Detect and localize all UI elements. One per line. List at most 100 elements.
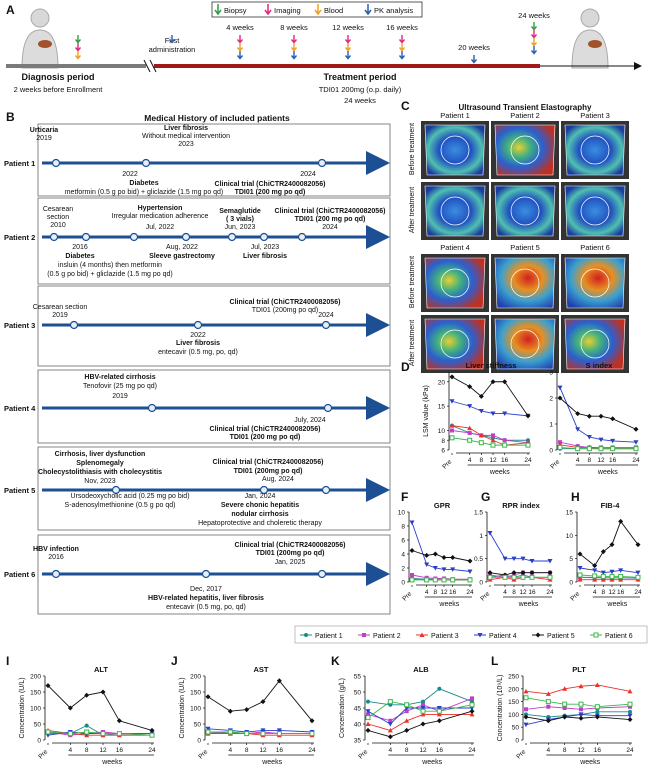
data-point xyxy=(409,577,415,583)
elastography-image xyxy=(561,315,629,373)
x-tick-label: 4 xyxy=(69,747,73,754)
data-point xyxy=(420,708,426,714)
week-markers xyxy=(344,35,352,60)
data-point xyxy=(557,444,563,450)
data-point xyxy=(546,704,551,709)
y-tick-label: 1.5 xyxy=(474,510,483,517)
elastography-image xyxy=(421,182,489,240)
data-point xyxy=(304,633,308,637)
y-tick-label: 15 xyxy=(438,404,446,411)
data-point xyxy=(598,437,604,443)
legend-entry: Patient 2 xyxy=(373,633,401,640)
data-point xyxy=(100,731,106,737)
data-point xyxy=(470,696,474,701)
timepoint-arrow-icon xyxy=(530,30,538,39)
treatment-title: Treatment period xyxy=(323,72,396,82)
history-text: Jul, 2023 xyxy=(251,244,280,251)
roi-circle xyxy=(580,135,610,165)
history-text: 2019 xyxy=(36,135,52,142)
x-tick-label: Pre xyxy=(37,748,49,760)
data-point xyxy=(432,577,438,583)
event-dot xyxy=(51,569,61,579)
data-point xyxy=(420,706,426,711)
data-point xyxy=(594,704,600,710)
history-text: Clinical trial (ChiCTR2400082056) xyxy=(230,299,341,306)
timepoint-arrow-icon xyxy=(168,35,176,44)
history-text: 2023 xyxy=(178,141,194,148)
data-point xyxy=(529,574,535,580)
data-point xyxy=(579,707,583,712)
data-point xyxy=(309,731,315,737)
x-tick-label: 12 xyxy=(259,747,267,754)
elastography-map xyxy=(494,318,556,370)
x-tick-label: 16 xyxy=(617,589,625,596)
panelC-title: Ultrasound Transient Elastography xyxy=(459,103,592,112)
y-tick-label: 100 xyxy=(508,712,519,719)
event-dot xyxy=(317,158,327,168)
data-point xyxy=(420,721,426,727)
data-point xyxy=(592,573,598,579)
data-point xyxy=(67,705,73,711)
series-line-patient-6 xyxy=(525,697,631,708)
data-point xyxy=(276,678,282,684)
history-text: S-adenosylmethionine (0.5 g po qd) xyxy=(65,502,176,509)
patient-label: Patient 3 xyxy=(4,321,35,330)
data-point xyxy=(610,416,616,422)
history-text: Nov, 2023 xyxy=(84,478,115,485)
data-point xyxy=(490,379,496,385)
history-text: 2024 xyxy=(322,224,338,231)
legend-entry: Patient 5 xyxy=(547,633,575,640)
x-tick-label: Pre xyxy=(569,590,581,602)
data-point xyxy=(609,573,615,579)
data-point xyxy=(362,633,366,637)
data-point xyxy=(529,570,535,576)
data-point xyxy=(276,731,282,737)
data-point xyxy=(545,691,551,696)
data-point xyxy=(577,566,583,571)
data-point xyxy=(467,430,472,435)
chart-K: 35 40 45 50 55 Pre 4 8 12 16 24 weeks ALB Concentrati… xyxy=(339,665,476,766)
history-text: Liver fibrosis xyxy=(176,340,220,347)
history-text: Diabetes xyxy=(65,253,94,260)
data-point xyxy=(578,701,584,707)
x-axis-label: weeks xyxy=(606,601,627,608)
history-text: July, 2024 xyxy=(294,417,325,424)
data-point xyxy=(441,567,447,572)
data-point xyxy=(227,708,233,714)
elasto-patient-label: Patient 1 xyxy=(440,111,470,120)
week-markers xyxy=(530,22,538,55)
data-point xyxy=(388,718,393,723)
history-text: Clinical trial (ChiCTR2400082056) xyxy=(275,208,386,215)
data-point xyxy=(467,404,473,409)
data-point xyxy=(478,440,484,446)
data-point xyxy=(404,718,410,723)
chart-title: ALB xyxy=(413,665,429,674)
data-point xyxy=(525,413,531,419)
timepoint-arrow-icon xyxy=(530,38,538,47)
data-point xyxy=(478,409,484,414)
data-point xyxy=(387,727,393,733)
data-point xyxy=(609,542,615,548)
data-point xyxy=(633,426,639,432)
x-tick-label: 12 xyxy=(597,457,605,464)
event-dot xyxy=(317,569,327,579)
series-line-patient-4 xyxy=(207,728,313,733)
event-dot xyxy=(111,485,121,495)
data-point xyxy=(618,518,624,524)
x-tick-label: Pre xyxy=(549,458,561,470)
legend-label: Imaging xyxy=(274,6,301,15)
data-point xyxy=(309,718,315,724)
data-point xyxy=(84,729,90,735)
y-tick-label: 100 xyxy=(30,706,41,713)
y-tick-label: 0 xyxy=(479,580,483,587)
history-text: TDI01 (200 mg po qd) xyxy=(235,189,306,196)
data-point xyxy=(502,438,507,443)
elasto-patient-label: Patient 4 xyxy=(440,243,470,252)
roi-circle xyxy=(440,196,470,226)
roi-circle xyxy=(580,268,610,298)
panel-letter-D: D xyxy=(401,360,410,374)
y-tick-label: 150 xyxy=(30,690,41,697)
series-line-patient-5 xyxy=(451,376,529,417)
